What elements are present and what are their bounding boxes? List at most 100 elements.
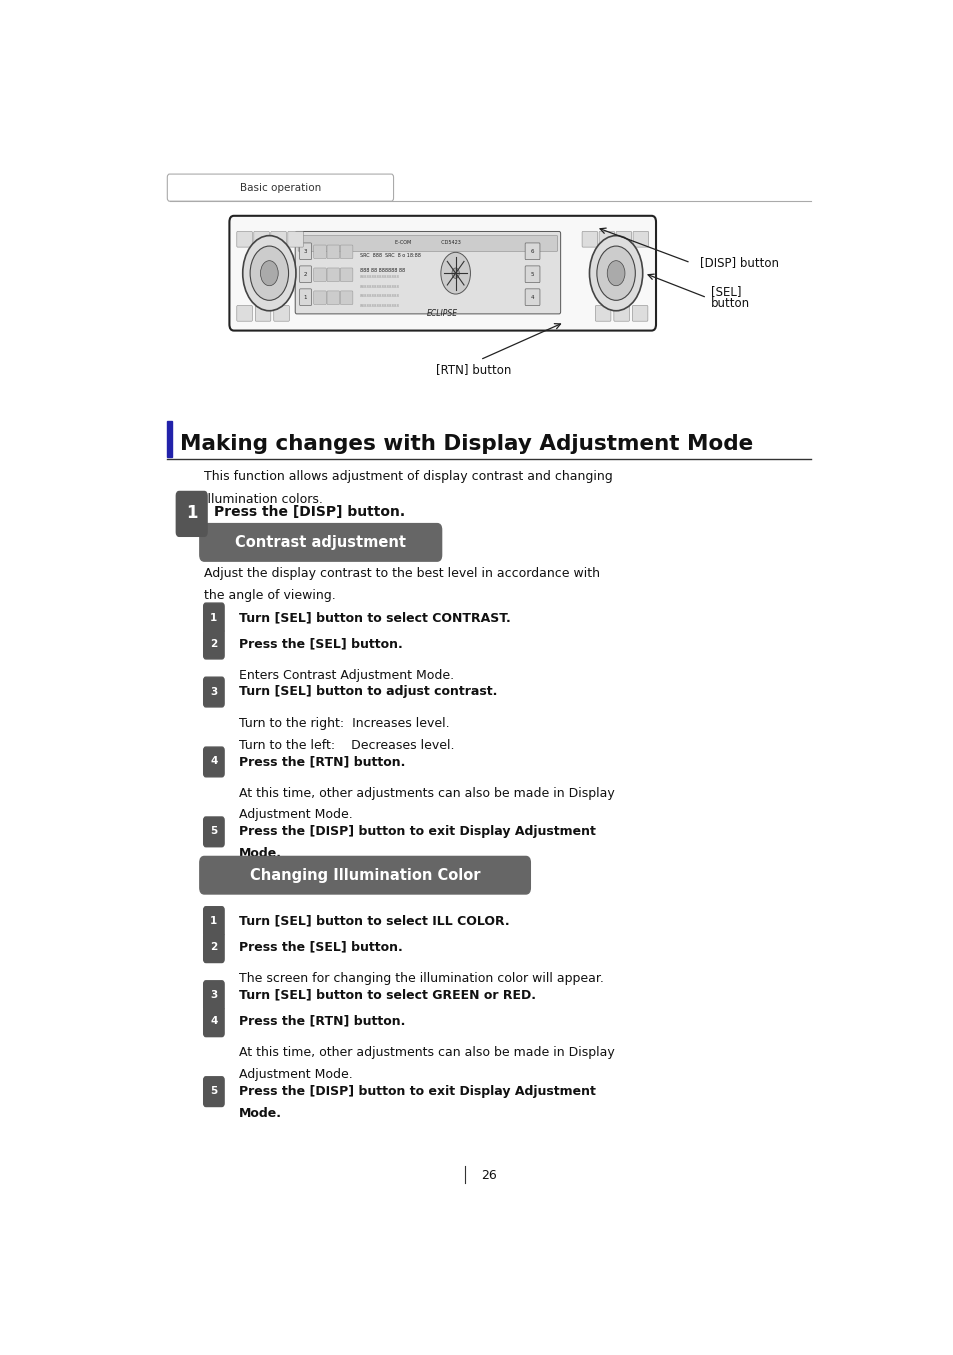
- FancyBboxPatch shape: [340, 245, 353, 259]
- Text: 1: 1: [303, 294, 307, 299]
- FancyBboxPatch shape: [581, 232, 597, 247]
- FancyBboxPatch shape: [327, 245, 339, 259]
- FancyBboxPatch shape: [176, 492, 207, 537]
- Text: [DISP] button: [DISP] button: [699, 256, 778, 270]
- Text: Turn [SEL] button to select GREEN or RED.: Turn [SEL] button to select GREEN or RED…: [239, 989, 536, 1001]
- Text: 5: 5: [210, 827, 217, 836]
- Text: [RTN] button: [RTN] button: [436, 363, 512, 375]
- FancyBboxPatch shape: [294, 232, 560, 314]
- Text: Turn to the right:  Increases level.: Turn to the right: Increases level.: [239, 717, 449, 729]
- Text: 5: 5: [210, 1087, 217, 1096]
- Text: 3: 3: [303, 249, 307, 253]
- Text: Press the [SEL] button.: Press the [SEL] button.: [239, 637, 402, 650]
- FancyBboxPatch shape: [167, 173, 394, 201]
- FancyBboxPatch shape: [274, 305, 289, 321]
- Text: 5: 5: [530, 272, 534, 276]
- FancyBboxPatch shape: [299, 266, 311, 283]
- Text: 1: 1: [186, 504, 197, 522]
- FancyBboxPatch shape: [633, 232, 648, 247]
- FancyBboxPatch shape: [314, 245, 326, 259]
- Text: 3: 3: [210, 687, 217, 696]
- FancyBboxPatch shape: [314, 291, 326, 305]
- FancyBboxPatch shape: [298, 236, 558, 251]
- Text: Press the [DISP] button to exit Display Adjustment: Press the [DISP] button to exit Display …: [239, 825, 596, 837]
- Text: [SEL]: [SEL]: [710, 286, 740, 298]
- Text: 888 88 888888 88: 888 88 888888 88: [359, 267, 404, 272]
- Circle shape: [597, 247, 635, 301]
- Text: Mode.: Mode.: [239, 847, 282, 860]
- Text: SRC  888  SRC  8 o 18:88: SRC 888 SRC 8 o 18:88: [359, 253, 420, 257]
- FancyBboxPatch shape: [204, 629, 224, 659]
- Text: the angle of viewing.: the angle of viewing.: [204, 589, 335, 603]
- FancyBboxPatch shape: [524, 266, 539, 283]
- Text: Press the [DISP] button to exit Display Adjustment: Press the [DISP] button to exit Display …: [239, 1085, 596, 1098]
- FancyBboxPatch shape: [616, 232, 631, 247]
- FancyBboxPatch shape: [340, 268, 353, 282]
- Text: E-COM                    CD5423: E-COM CD5423: [395, 240, 460, 245]
- Text: Press the [SEL] button.: Press the [SEL] button.: [239, 940, 402, 954]
- FancyBboxPatch shape: [204, 817, 224, 847]
- Text: At this time, other adjustments can also be made in Display: At this time, other adjustments can also…: [239, 1046, 614, 1060]
- Text: 1: 1: [210, 916, 217, 925]
- FancyBboxPatch shape: [199, 856, 530, 894]
- FancyBboxPatch shape: [204, 747, 224, 776]
- FancyBboxPatch shape: [299, 289, 311, 305]
- FancyBboxPatch shape: [598, 232, 614, 247]
- Text: 3: 3: [210, 991, 217, 1000]
- Text: Basic operation: Basic operation: [239, 183, 321, 192]
- Text: Adjustment Mode.: Adjustment Mode.: [239, 809, 353, 821]
- Text: Adjust the display contrast to the best level in accordance with: Adjust the display contrast to the best …: [204, 568, 599, 580]
- Circle shape: [260, 260, 278, 286]
- FancyBboxPatch shape: [327, 268, 339, 282]
- Circle shape: [242, 236, 295, 310]
- Text: Changing Illumination Color: Changing Illumination Color: [250, 867, 479, 882]
- FancyBboxPatch shape: [199, 523, 441, 561]
- Text: 6: 6: [530, 249, 534, 253]
- FancyBboxPatch shape: [204, 932, 224, 962]
- Text: Making changes with Display Adjustment Mode: Making changes with Display Adjustment M…: [180, 434, 752, 454]
- FancyBboxPatch shape: [299, 243, 311, 260]
- Text: 8888888888888888: 8888888888888888: [359, 285, 399, 289]
- Text: Turn [SEL] button to adjust contrast.: Turn [SEL] button to adjust contrast.: [239, 686, 497, 698]
- Text: illumination colors.: illumination colors.: [204, 493, 323, 507]
- FancyBboxPatch shape: [524, 243, 539, 260]
- Text: ECLIPSE: ECLIPSE: [427, 309, 457, 318]
- FancyBboxPatch shape: [204, 678, 224, 707]
- Text: 2: 2: [210, 942, 217, 953]
- Text: Turn [SEL] button to select CONTRAST.: Turn [SEL] button to select CONTRAST.: [239, 611, 510, 625]
- Text: Adjustment Mode.: Adjustment Mode.: [239, 1068, 353, 1081]
- Text: The screen for changing the illumination color will appear.: The screen for changing the illumination…: [239, 973, 603, 985]
- FancyBboxPatch shape: [204, 981, 224, 1011]
- FancyBboxPatch shape: [204, 603, 224, 633]
- Circle shape: [440, 252, 470, 294]
- Circle shape: [452, 268, 459, 278]
- Text: 4: 4: [210, 756, 217, 767]
- Text: Contrast adjustment: Contrast adjustment: [235, 535, 406, 550]
- Text: Turn to the left:    Decreases level.: Turn to the left: Decreases level.: [239, 738, 454, 752]
- FancyBboxPatch shape: [524, 289, 539, 305]
- Text: 1: 1: [210, 612, 217, 622]
- Text: Mode.: Mode.: [239, 1107, 282, 1119]
- Text: 8888888888888888: 8888888888888888: [359, 294, 399, 298]
- FancyBboxPatch shape: [236, 305, 252, 321]
- FancyBboxPatch shape: [229, 215, 656, 331]
- FancyBboxPatch shape: [327, 291, 339, 305]
- FancyBboxPatch shape: [632, 305, 647, 321]
- Text: Enters Display Adjustment Mode.: Enters Display Adjustment Mode.: [222, 534, 430, 547]
- Text: 2: 2: [210, 638, 217, 649]
- FancyBboxPatch shape: [288, 232, 303, 247]
- Text: 26: 26: [480, 1169, 497, 1182]
- Text: Press the [RTN] button.: Press the [RTN] button.: [239, 1015, 405, 1028]
- Text: Enters Contrast Adjustment Mode.: Enters Contrast Adjustment Mode.: [239, 668, 454, 682]
- Text: 4: 4: [210, 1016, 217, 1026]
- Text: button: button: [710, 297, 749, 310]
- FancyBboxPatch shape: [314, 268, 326, 282]
- Circle shape: [589, 236, 642, 310]
- Text: 8888888888888888: 8888888888888888: [359, 275, 399, 279]
- FancyBboxPatch shape: [271, 232, 286, 247]
- FancyBboxPatch shape: [204, 906, 224, 936]
- Text: 2: 2: [303, 272, 307, 276]
- FancyBboxPatch shape: [167, 421, 172, 458]
- Text: 8888888888888888: 8888888888888888: [359, 304, 399, 308]
- FancyBboxPatch shape: [253, 232, 269, 247]
